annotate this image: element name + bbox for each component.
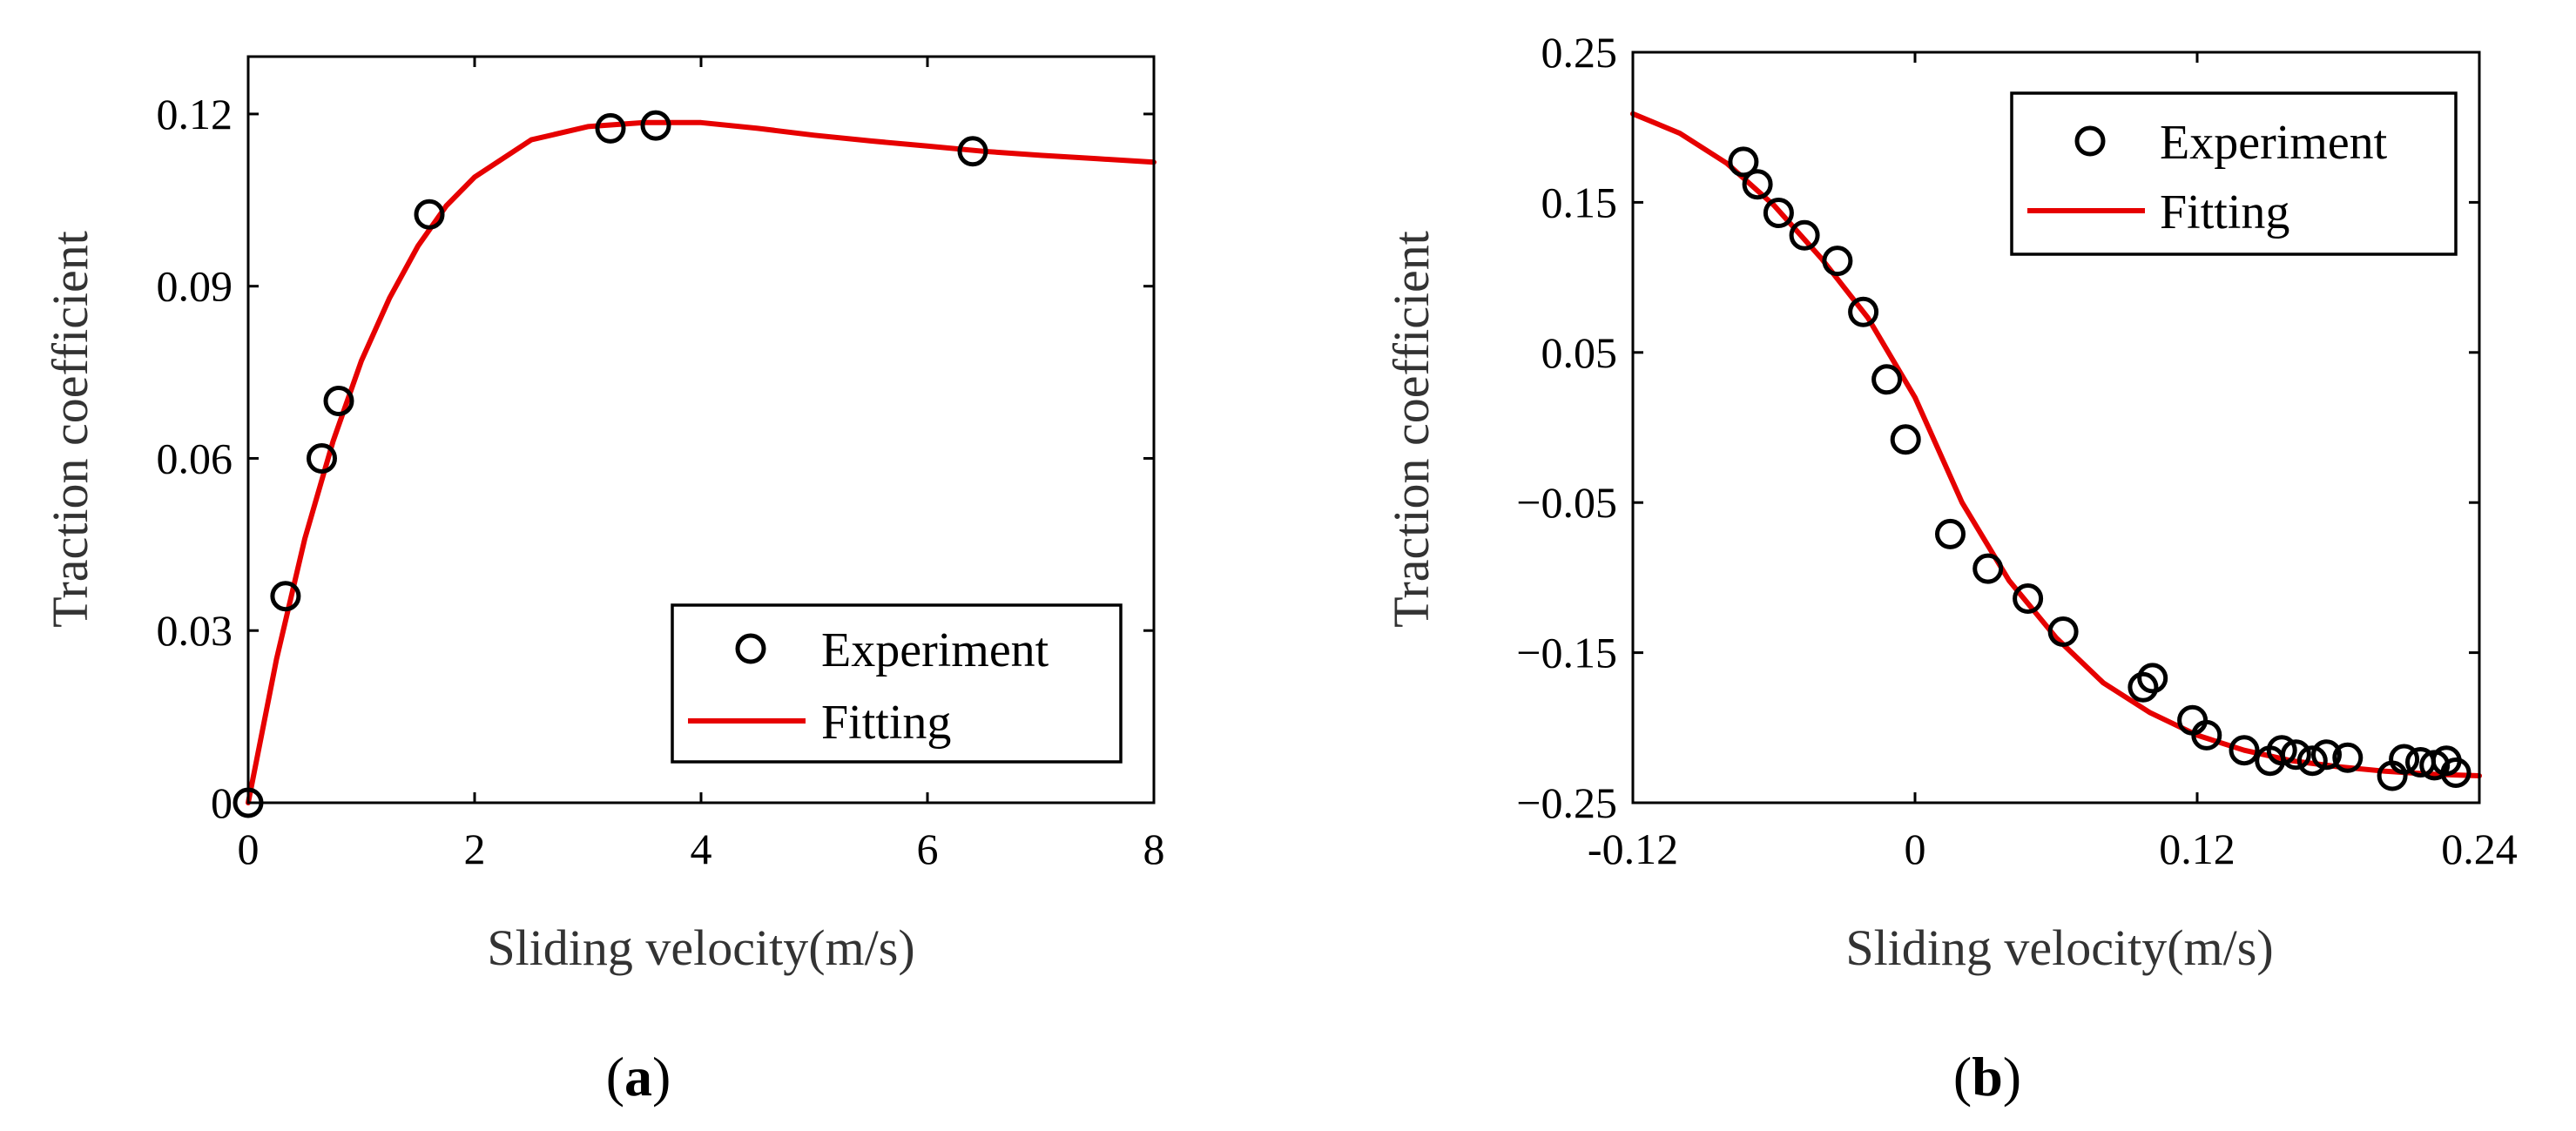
y-tick-label: −0.05	[1516, 478, 1617, 527]
y-axis-label: Traction coefficient	[42, 231, 98, 628]
x-tick-label: 0	[238, 825, 260, 873]
experiment-point	[1972, 553, 2004, 584]
y-tick-label: 0.15	[1541, 178, 1618, 226]
experiment-point	[2047, 616, 2079, 647]
y-tick-label: 0	[211, 778, 233, 827]
y-axis-ticks: 0.25 0.15 0.05 −0.05 −0.15 −0.25	[1516, 28, 2479, 827]
x-tick-label: 0	[1905, 825, 1926, 873]
experiment-point	[2280, 739, 2311, 771]
experiment-point	[2191, 719, 2222, 751]
experiment-point	[1742, 169, 1773, 200]
x-axis-label: Sliding velocity(m/s)	[487, 919, 914, 976]
legend: Experiment Fitting	[2010, 91, 2458, 256]
y-axis-label: Traction coefficient	[1383, 231, 1440, 628]
legend-box	[671, 603, 1123, 764]
y-tick-label: 0.03	[157, 606, 233, 655]
x-axis-ticks: 0 2 4 6 8	[238, 57, 1165, 873]
panel-caption-b: (b)	[1953, 1046, 2021, 1107]
experiment-point	[414, 199, 445, 230]
legend: Experiment Fitting	[671, 603, 1123, 764]
experiment-point	[2332, 742, 2364, 773]
panel-caption-b-letter: b	[1972, 1046, 2003, 1107]
experiment-point	[1871, 364, 1903, 395]
legend-fitting-label: Fitting	[821, 696, 951, 750]
experiment-point	[2296, 745, 2328, 777]
panel-caption-a-letter: a	[624, 1046, 652, 1107]
experiment-point	[2389, 744, 2420, 775]
x-tick-label: 6	[917, 825, 939, 873]
legend-experiment-label: Experiment	[2160, 116, 2388, 170]
x-tick-label: 2	[464, 825, 486, 873]
x-tick-label: 4	[691, 825, 712, 873]
experiment-point	[1848, 296, 1879, 327]
experiment-point	[2137, 663, 2168, 694]
x-tick-label: 0.12	[2159, 825, 2235, 873]
experiment-point	[270, 581, 301, 612]
experiment-point	[1763, 198, 1794, 228]
legend-experiment-marker	[2074, 125, 2106, 157]
legend-experiment-label: Experiment	[821, 623, 1049, 677]
x-tick-label: 0.24	[2441, 825, 2518, 873]
y-tick-label: −0.15	[1516, 629, 1617, 677]
y-tick-label: 0.05	[1541, 328, 1618, 377]
x-axis-ticks: -0.12 0 0.12 0.24	[1588, 52, 2518, 873]
experiment-point	[1789, 219, 1820, 251]
experiment-point	[1822, 246, 1853, 277]
x-axis-label: Sliding velocity(m/s)	[1845, 919, 2273, 976]
experiment-point	[2013, 583, 2044, 614]
experiment-point	[595, 112, 626, 144]
chart-panel-a: 0 2 4 6 8 0 0.03 0.06 0.09 0.12 Sliding velocity…	[42, 55, 1165, 1107]
experiment-point	[1890, 424, 1921, 455]
experiment-point	[2128, 671, 2159, 703]
experiment-markers-layer	[1728, 146, 2471, 791]
legend-experiment-marker	[735, 633, 766, 664]
experiment-point	[1935, 518, 1966, 549]
experiment-point	[323, 386, 354, 416]
experiment-point	[307, 443, 337, 474]
chart-panel-b: -0.12 0 0.12 0.24 0.25 0.15 0.05 −0.05 −0.15 −0.…	[1383, 28, 2518, 1107]
experiment-point	[2266, 735, 2297, 766]
y-tick-label: 0.09	[157, 262, 233, 311]
x-tick-label: 8	[1143, 825, 1165, 873]
y-tick-label: 0.06	[157, 434, 233, 482]
y-tick-label: 0.25	[1541, 28, 1618, 77]
y-tick-label: −0.25	[1516, 778, 1617, 827]
experiment-point	[2440, 757, 2471, 788]
experiment-point	[640, 110, 671, 141]
x-tick-label: -0.12	[1588, 825, 1678, 873]
plot-frame	[1631, 50, 2481, 804]
experiment-point	[2229, 735, 2260, 766]
legend-fitting-label: Fitting	[2160, 185, 2289, 239]
y-axis-ticks: 0 0.03 0.06 0.09 0.12	[157, 90, 1154, 827]
experiment-point	[2311, 739, 2342, 771]
y-tick-label: 0.12	[157, 90, 233, 138]
panel-caption-a: (a)	[606, 1046, 671, 1107]
experiment-point	[1728, 146, 1759, 178]
legend-box	[2010, 91, 2458, 256]
experiment-point	[957, 136, 988, 167]
